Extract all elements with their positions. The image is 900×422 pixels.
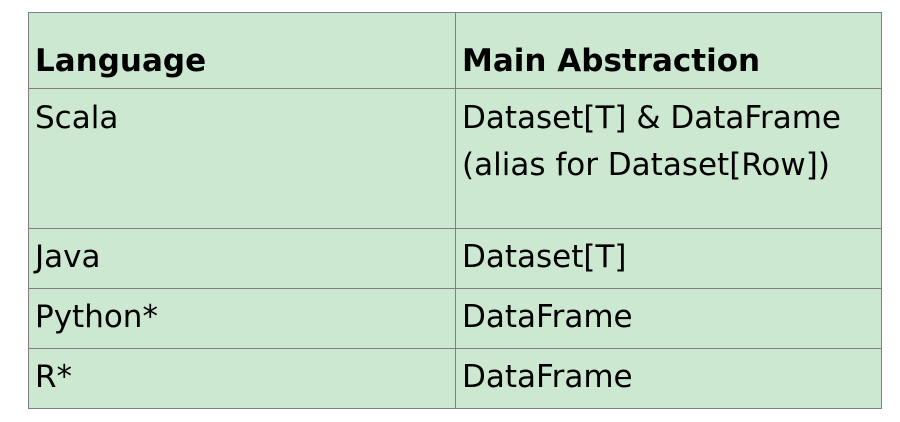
language-abstraction-table: Language Main Abstraction Scala Dataset[… (28, 12, 882, 409)
cell-abstraction: DataFrame (455, 348, 882, 409)
cell-abstraction: Dataset[T] (455, 228, 882, 289)
cell-language: Scala (28, 88, 456, 229)
cell-language: R* (28, 348, 456, 409)
header-main-abstraction: Main Abstraction (455, 12, 882, 89)
cell-abstraction: Dataset[T] & DataFrame (alias for Datase… (455, 88, 882, 229)
cell-language: Python* (28, 288, 456, 349)
cell-language: Java (28, 228, 456, 289)
header-language: Language (28, 12, 456, 89)
table-header-row: Language Main Abstraction (28, 12, 882, 89)
cell-abstraction: DataFrame (455, 288, 882, 349)
table-row: Java Dataset[T] (28, 228, 882, 289)
table-row: Python* DataFrame (28, 288, 882, 349)
table-row: Scala Dataset[T] & DataFrame (alias for … (28, 88, 882, 229)
language-abstraction-table-container: Language Main Abstraction Scala Dataset[… (28, 12, 882, 409)
table-row: R* DataFrame (28, 348, 882, 409)
